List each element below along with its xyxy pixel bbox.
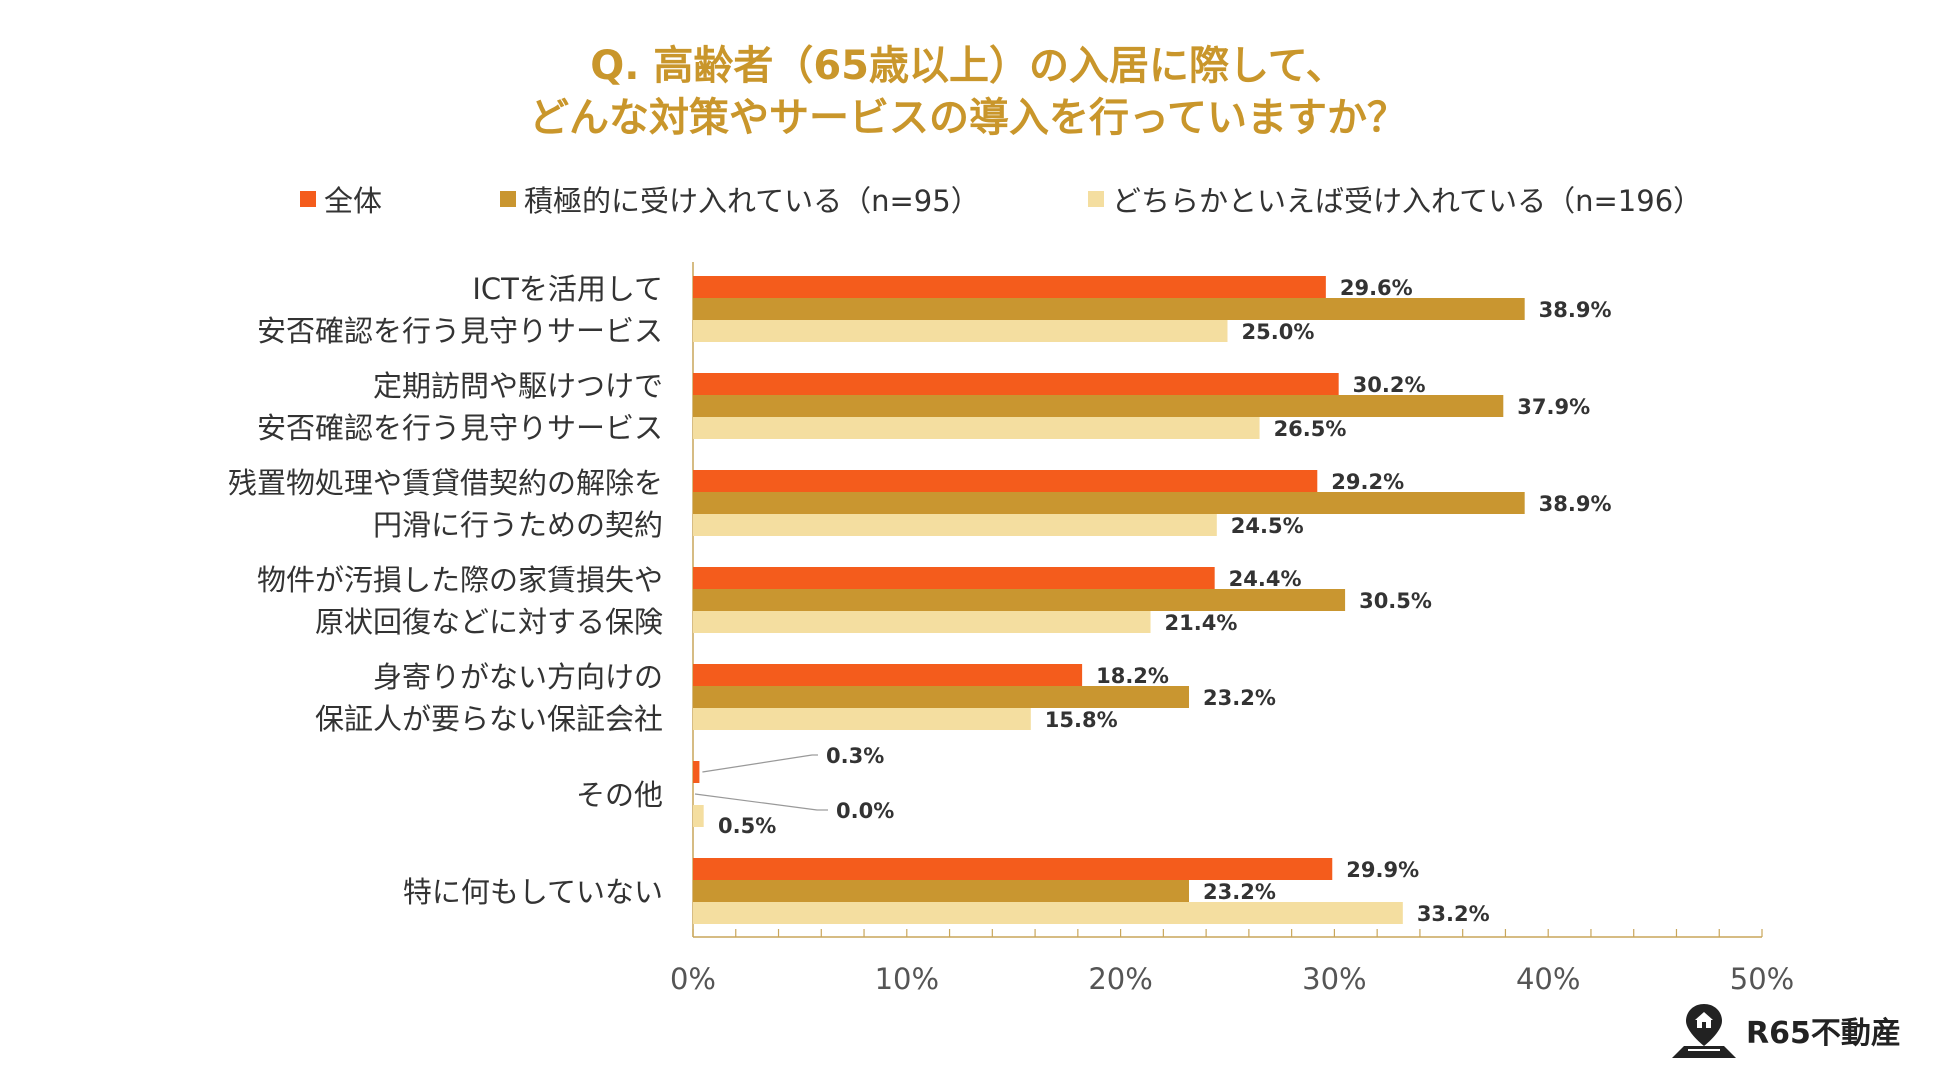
category-label: 特に何もしていない [403,875,663,909]
bar [693,470,1318,492]
leader-line [694,793,818,811]
bar [693,567,1215,589]
data-label: 15.8% [1045,708,1118,732]
bar [693,708,1031,730]
data-label: 38.9% [1539,492,1612,516]
bar [693,761,700,783]
category-label: 物件が汚損した際の家賃損失や [257,563,663,597]
category-label: 定期訪問や駆けつけで [373,369,663,403]
category-label: 原状回復などに対する保険 [315,605,663,639]
map-pin-home-icon [1672,1004,1736,1058]
legend-item-somewhat: どちらかといえば受け入れている（n=196） [1088,178,1702,220]
legend-label-somewhat: どちらかといえば受け入れている（n=196） [1112,184,1703,218]
data-label: 38.9% [1539,298,1612,322]
data-label: 29.2% [1331,470,1404,494]
data-label: 18.2% [1096,664,1169,688]
bar [693,492,1525,514]
chart-title-line-2: どんな対策やサービスの導入を行っていますか？ [529,95,1407,141]
category-label: 安否確認を行う見守りサービス [257,411,663,445]
bar [693,589,1346,611]
data-label: 0.0% [836,799,894,823]
bar [693,611,1151,633]
data-label: 30.5% [1359,589,1432,613]
data-label: 23.2% [1203,686,1276,710]
bar [693,514,1217,536]
legend-label-overall: 全体 [324,184,383,218]
category-label: ICTを活用して [472,272,663,306]
data-label: 33.2% [1417,902,1490,926]
legend-swatch-active [500,191,516,207]
bar [693,320,1228,342]
data-label: 29.9% [1346,858,1419,882]
legend-swatch-overall [300,191,316,207]
data-label: 30.2% [1353,373,1426,397]
data-label: 25.0% [1242,320,1315,344]
legend-swatch-somewhat [1088,191,1104,207]
bar [693,805,704,827]
bar [693,373,1339,395]
x-tick-label: 50% [1730,962,1794,996]
bar [693,880,1190,902]
x-tick-label: 10% [875,962,939,996]
data-label: 21.4% [1165,611,1238,635]
data-label: 23.2% [1203,880,1276,904]
x-tick-label: 0% [670,962,716,996]
data-label: 37.9% [1517,395,1590,419]
bar [693,276,1326,298]
brand-logo: R65不動産 [1666,1000,1906,1060]
data-label: 24.4% [1229,567,1302,591]
bar [693,298,1525,320]
category-label: 円滑に行うための契約 [373,508,663,542]
logo-text: R65不動産 [1746,1016,1901,1051]
bar [693,395,1504,417]
data-label: 24.5% [1231,514,1304,538]
data-label: 0.3% [826,744,884,768]
chart-title-line-1: Q. 高齢者（65歳以上）の入居に際して、 [590,43,1346,89]
category-label: その他 [576,778,663,812]
legend-item-active: 積極的に受け入れている（n=95） [500,178,980,220]
bar [693,664,1083,686]
bar [693,902,1403,924]
data-label: 0.5% [718,814,776,838]
category-label: 安否確認を行う見守りサービス [257,314,663,348]
legend: 全体 積極的に受け入れている（n=95） どちらかといえば受け入れている（n=1… [0,178,1936,222]
x-tick-label: 30% [1302,962,1366,996]
legend-item-overall: 全体 [300,178,382,220]
category-label: 身寄りがない方向けの [373,660,663,694]
legend-label-active: 積極的に受け入れている（n=95） [524,184,980,218]
bar [693,858,1333,880]
category-label: 保証人が要らない保証会社 [315,702,663,736]
bar [693,686,1190,708]
bar [693,417,1260,439]
data-label: 26.5% [1274,417,1347,441]
x-tick-label: 20% [1088,962,1152,996]
leader-line [702,754,813,773]
data-label: 29.6% [1340,276,1413,300]
category-label: 残置物処理や賃貸借契約の解除を [228,466,663,500]
x-tick-label: 40% [1516,962,1580,996]
